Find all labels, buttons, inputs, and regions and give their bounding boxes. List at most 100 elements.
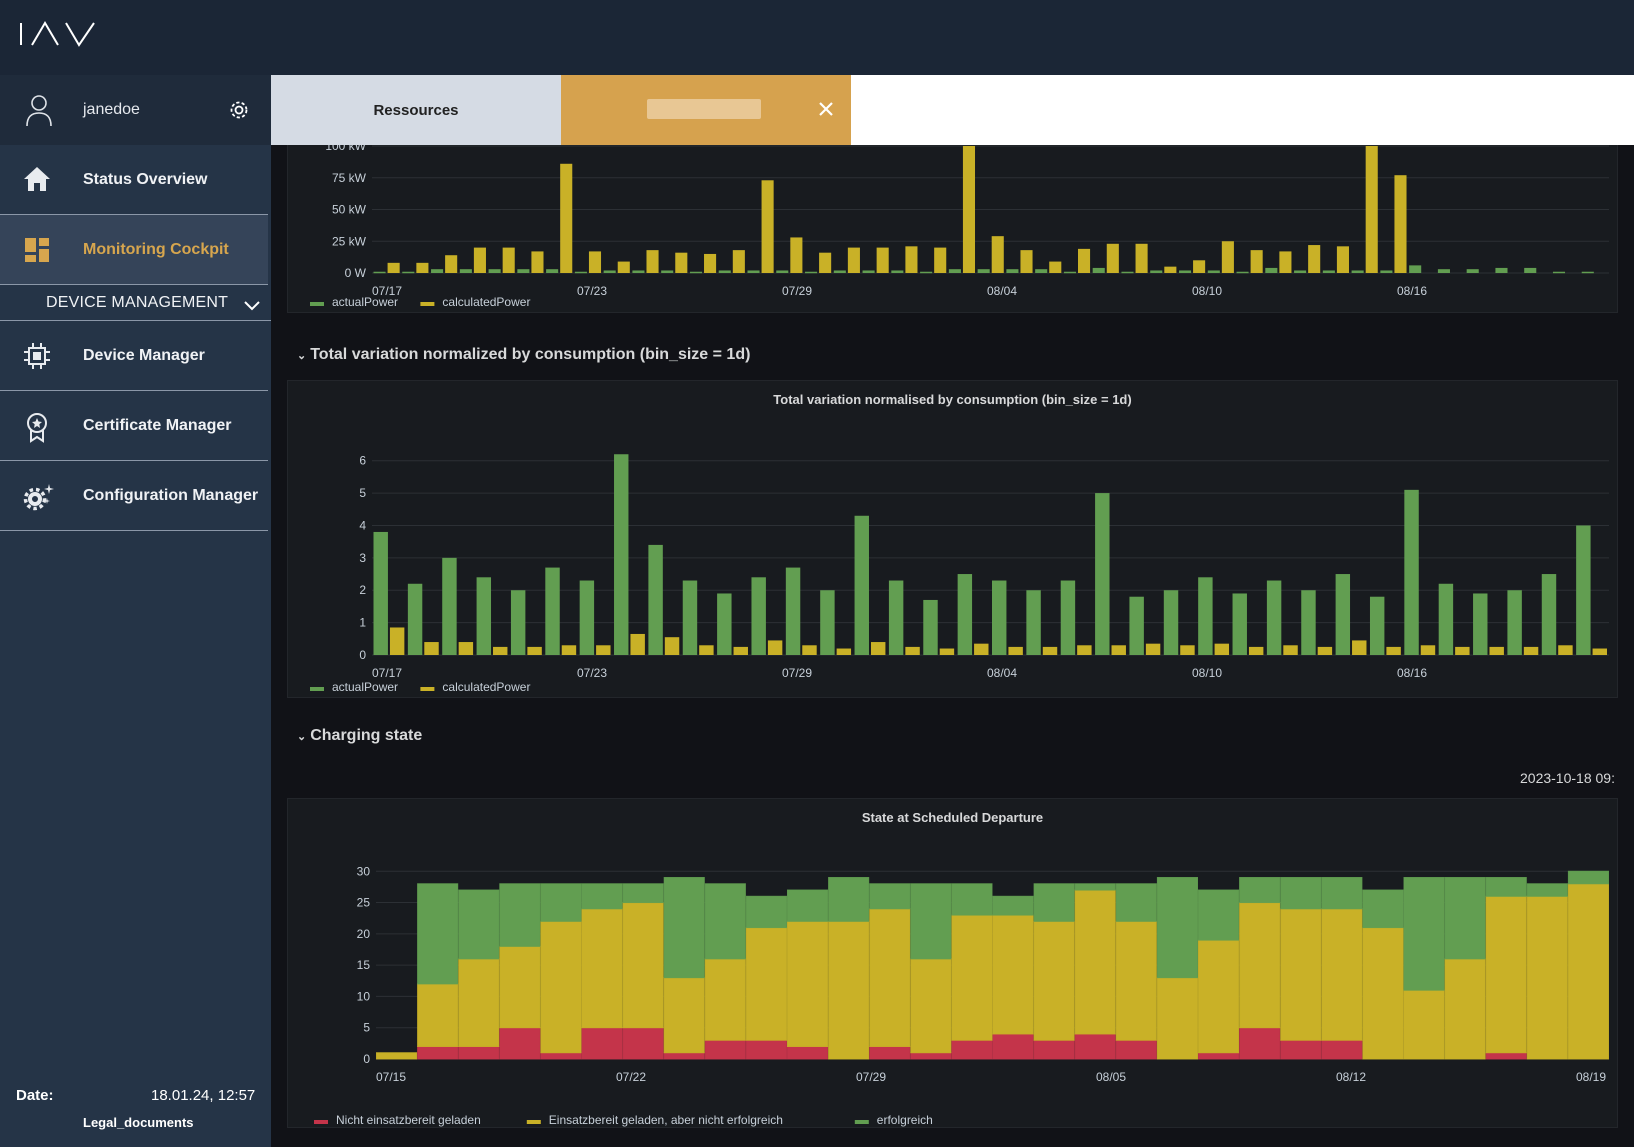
timestamp-label: 2023-10-18 09:: [1520, 770, 1615, 786]
date-label: Date:: [16, 1087, 54, 1104]
bar: [431, 269, 444, 273]
home-icon: [22, 165, 54, 195]
row-title-charging-state[interactable]: ⌄ Charging state: [297, 727, 423, 744]
bar: [510, 590, 526, 655]
bar: [1581, 271, 1594, 274]
sidebar: janedoe Status Overview Monitoring Cockp…: [0, 75, 271, 1147]
bar: [1317, 646, 1333, 655]
bar-segment: [787, 920, 829, 1047]
charging-chart: 0 5 10 15 20 25 30 07/15 07/22 07/29 08/05 08/12 08/…: [314, 864, 1610, 1127]
certificate-badge-icon: [22, 411, 54, 443]
bar-segment: [869, 908, 911, 1047]
y-tick-label: 0: [359, 648, 366, 662]
legend-swatch: [526, 1120, 541, 1124]
bar: [517, 269, 530, 273]
x-tick-label: 07/29: [856, 1070, 886, 1084]
dashboard-icon: [22, 235, 54, 265]
bar-segment: [704, 883, 746, 960]
x-tick-label: 07/17: [372, 666, 402, 680]
close-icon[interactable]: [818, 101, 834, 122]
bar: [991, 236, 1004, 273]
bar: [373, 531, 388, 655]
legend-label: Nicht einsatzbereit geladen: [336, 1113, 481, 1127]
variation-chart-panel: Total variation normalised by consumptio…: [287, 380, 1618, 698]
bar: [1495, 267, 1508, 273]
x-tick-label: 08/19: [1576, 1070, 1606, 1084]
bar-segment: [704, 1039, 746, 1060]
x-tick-label: 07/22: [616, 1070, 646, 1084]
bar: [948, 269, 961, 273]
device-management-label: DEVICE MANAGEMENT: [46, 294, 229, 311]
y-tick-label: 30: [357, 864, 371, 878]
device-management-toggle[interactable]: DEVICE MANAGEMENT: [0, 286, 271, 321]
bar: [1150, 270, 1163, 273]
bar-segment: [1485, 895, 1527, 1054]
bar-segment: [581, 1027, 623, 1060]
x-tick-label: 08/04: [987, 284, 1017, 298]
bar-segment: [458, 889, 500, 960]
bar: [648, 544, 663, 655]
bar-segment: [417, 883, 459, 985]
x-tick-label: 08/10: [1192, 284, 1222, 298]
bar: [1394, 175, 1407, 273]
sidebar-item-monitoring-cockpit[interactable]: Monitoring Cockpit: [0, 215, 268, 285]
bar: [416, 262, 429, 273]
bar-segment: [499, 883, 541, 947]
bar: [389, 627, 405, 655]
bar: [957, 574, 973, 655]
y-tick-label: 5: [363, 1021, 370, 1035]
tab-ressources[interactable]: Ressources: [271, 75, 561, 145]
bar: [1466, 269, 1479, 273]
iav-logo: [18, 20, 98, 55]
bar: [1198, 577, 1213, 655]
tab-active-redacted[interactable]: [561, 75, 851, 145]
bar: [1035, 269, 1048, 273]
bar: [1078, 248, 1091, 273]
bar-segment: [417, 1045, 459, 1060]
bar-segment: [1156, 977, 1199, 1060]
sidebar-item-configuration-manager[interactable]: Configuration Manager: [0, 461, 268, 531]
legend-label: actualPower: [332, 680, 398, 694]
bar: [458, 642, 474, 655]
legend-swatch: [854, 1120, 869, 1124]
bar-segment: [663, 1052, 705, 1060]
settings-gear-icon[interactable]: [228, 99, 250, 126]
bar: [630, 633, 645, 655]
sidebar-item-device-manager[interactable]: Device Manager: [0, 321, 268, 391]
bar-segment: [951, 883, 993, 916]
bar: [1322, 270, 1335, 273]
bar: [1006, 269, 1019, 273]
bar-segment: [1198, 889, 1240, 941]
bar: [1473, 593, 1488, 655]
bar-segment: [745, 1039, 787, 1060]
bar: [836, 648, 852, 655]
row-title-variation[interactable]: ⌄ Total variation normalized by consumpti…: [297, 346, 751, 363]
x-tick-label: 08/10: [1192, 666, 1222, 680]
user-icon: [24, 93, 54, 132]
legal-documents-link[interactable]: Legal_documents: [83, 1115, 194, 1130]
bar: [802, 645, 817, 655]
bar: [1404, 489, 1419, 655]
bar-segment: [745, 927, 787, 1041]
bar: [1420, 645, 1436, 655]
chevron-down-icon: ⌄: [297, 350, 307, 362]
power-chart-panel: 0 W 25 kW 50 kW 75 kW 100 kW 07/17 07/23 07/29 0…: [287, 145, 1618, 313]
y-tick-label: 1: [359, 616, 366, 630]
bar: [527, 646, 542, 655]
bar: [488, 269, 501, 273]
bar: [1558, 645, 1573, 655]
bar-segment: [1074, 889, 1116, 1035]
dashboard-content[interactable]: 0 W 25 kW 50 kW 75 kW 100 kW 07/17 07/23 07/29 0…: [271, 145, 1634, 1147]
legend-label: erfolgreich: [877, 1113, 933, 1127]
bar-segment: [1321, 908, 1363, 1041]
bar: [1283, 645, 1298, 655]
bar: [962, 146, 976, 273]
bar-segment: [1239, 877, 1281, 904]
sidebar-item-certificate-manager[interactable]: Certificate Manager: [0, 391, 268, 461]
bar: [614, 454, 629, 655]
bar: [1523, 646, 1539, 655]
bar: [574, 271, 587, 274]
sidebar-item-status-overview[interactable]: Status Overview: [0, 145, 268, 215]
bar: [977, 269, 990, 273]
bar: [870, 642, 886, 655]
